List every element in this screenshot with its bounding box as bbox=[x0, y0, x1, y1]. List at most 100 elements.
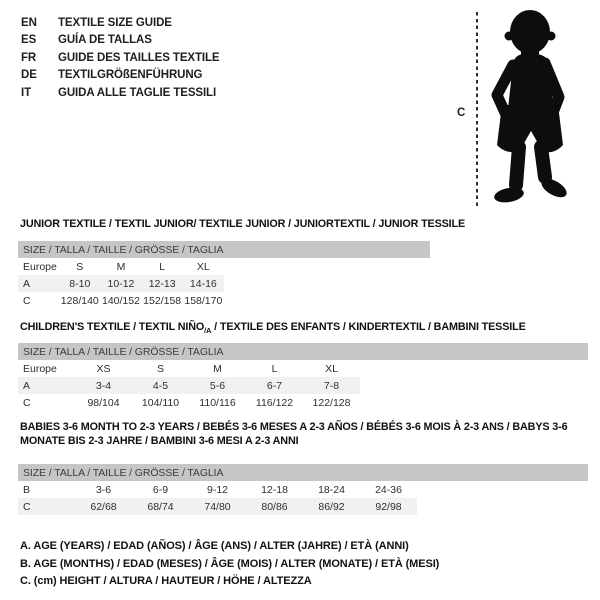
size-value-cell: 5-6 bbox=[209, 379, 226, 392]
table-row: C 128/140 140/152 152/158 158/170 bbox=[18, 292, 430, 309]
language-guide-list: EN TEXTILE SIZE GUIDE ES GUÍA DE TALLAS … bbox=[21, 15, 220, 102]
size-value-cell: 140/152 bbox=[101, 294, 140, 307]
row-label: C bbox=[23, 294, 31, 307]
size-header-row: SIZE / TALLA / TAILLE / GRÖSSE / TAGLIA bbox=[18, 343, 588, 360]
language-row-en: EN TEXTILE SIZE GUIDE bbox=[21, 15, 220, 32]
footnote-a: A. AGE (YEARS) / EDAD (AÑOS) / ÂGE (ANS)… bbox=[20, 540, 409, 552]
title-subscript: /A bbox=[204, 326, 212, 336]
row-label: Europe bbox=[23, 260, 57, 273]
toddler-silhouette-icon bbox=[491, 10, 567, 203]
language-label: GUIDA ALLE TAGLIE TESSILI bbox=[58, 86, 217, 99]
table-row: Europe S M L XL bbox=[18, 258, 430, 275]
size-header-bar: SIZE / TALLA / TAILLE / GRÖSSE / TAGLIA bbox=[18, 343, 588, 360]
language-code: EN bbox=[21, 17, 37, 29]
table-row: C 62/68 68/74 74/80 80/86 86/92 92/98 bbox=[18, 498, 588, 515]
size-value-cell: 3-6 bbox=[95, 483, 112, 496]
size-value-cell: 10-12 bbox=[107, 277, 135, 290]
footnote-b: B. AGE (MONTHS) / EDAD (MESES) / ÂGE (MO… bbox=[20, 557, 440, 570]
table-row: B 3-6 6-9 9-12 12-18 18-24 24-36 bbox=[18, 481, 588, 498]
size-value-cell: 9-12 bbox=[206, 483, 228, 496]
children-size-table: SIZE / TALLA / TAILLE / GRÖSSE / TAGLIA … bbox=[18, 343, 588, 411]
size-header-bar: SIZE / TALLA / TAILLE / GRÖSSE / TAGLIA bbox=[18, 464, 588, 481]
size-value-cell: 116/122 bbox=[255, 396, 294, 409]
size-value-cell: 74/80 bbox=[204, 500, 231, 513]
row-label: C bbox=[23, 396, 31, 409]
table-body: B 3-6 6-9 9-12 12-18 18-24 24-36 C 62/68 68/74 74/… bbox=[18, 481, 588, 515]
size-value-cell: 6-9 bbox=[152, 483, 169, 496]
row-label: C bbox=[23, 500, 31, 513]
table-row: Europe XS S M L XL bbox=[18, 360, 588, 377]
size-value-cell: 92/98 bbox=[375, 500, 402, 513]
size-value-cell: 80/86 bbox=[261, 500, 288, 513]
language-row-de: DE TEXTILGRÖßENFÜHRUNG bbox=[21, 67, 220, 84]
table-head: SIZE / TALLA / TAILLE / GRÖSSE / TAGLIA bbox=[18, 343, 588, 360]
language-label: GUÍA DE TALLAS bbox=[58, 34, 152, 47]
table-row: C 98/104 104/110 110/116 116/122 122/128 bbox=[18, 394, 588, 411]
size-value-cell: S bbox=[156, 362, 164, 375]
height-dashed-line bbox=[476, 12, 478, 206]
junior-table-title: JUNIOR TEXTILE / TEXTIL JUNIOR/ TEXTILE … bbox=[20, 218, 576, 235]
size-value-cell: 12-13 bbox=[148, 277, 176, 290]
size-value-cell: XS bbox=[96, 362, 111, 375]
size-value-cell: XL bbox=[196, 260, 210, 273]
size-value-cell: L bbox=[159, 260, 166, 273]
table-head: SIZE / TALLA / TAILLE / GRÖSSE / TAGLIA bbox=[18, 464, 588, 481]
table-row: A 3-4 4-5 5-6 6-7 7-8 bbox=[18, 377, 588, 394]
size-value-cell: L bbox=[271, 362, 278, 375]
footnote-c: C. (cm) HEIGHT / ALTURA / HAUTEUR / HÖHE… bbox=[20, 575, 312, 588]
table-head: SIZE / TALLA / TAILLE / GRÖSSE / TAGLIA bbox=[18, 241, 430, 258]
size-header-row: SIZE / TALLA / TAILLE / GRÖSSE / TAGLIA bbox=[18, 464, 588, 481]
row-label: Europe bbox=[23, 362, 57, 375]
table-body: Europe XS S M L XL A 3-4 4-5 5-6 6-7 7-8 C 98/104 104/… bbox=[18, 360, 588, 411]
height-marker-label: C bbox=[457, 107, 466, 119]
size-value-cell: 7-8 bbox=[323, 379, 340, 392]
babies-size-table: SIZE / TALLA / TAILLE / GRÖSSE / TAGLIA … bbox=[18, 464, 588, 515]
language-label: TEXTILE SIZE GUIDE bbox=[58, 17, 172, 29]
size-header-bar: SIZE / TALLA / TAILLE / GRÖSSE / TAGLIA bbox=[18, 241, 430, 258]
size-value-cell: 122/128 bbox=[312, 396, 351, 409]
size-value-cell: 152/158 bbox=[143, 294, 182, 307]
size-value-cell: 14-16 bbox=[189, 277, 217, 290]
size-value-cell: 128/140 bbox=[60, 294, 99, 307]
language-row-fr: FR GUIDE DES TAILLES TEXTILE bbox=[21, 50, 220, 67]
table-body: Europe S M L XL A 8-10 10-12 12-13 14-16 C 128/140 1… bbox=[18, 258, 430, 309]
size-value-cell: 110/116 bbox=[199, 396, 236, 409]
language-code: IT bbox=[21, 86, 32, 99]
language-label: GUIDE DES TAILLES TEXTILE bbox=[58, 51, 220, 64]
language-code: DE bbox=[21, 69, 37, 82]
language-row-it: IT GUIDA ALLE TAGLIE TESSILI bbox=[21, 85, 220, 102]
title-text: CHILDREN'S TEXTILE / TEXTIL NIÑO bbox=[20, 321, 205, 333]
size-value-cell: 98/104 bbox=[87, 396, 120, 409]
table-row: A 8-10 10-12 12-13 14-16 bbox=[18, 275, 430, 292]
language-code: FR bbox=[21, 51, 37, 64]
size-value-cell: 158/170 bbox=[184, 294, 223, 307]
title-text: BABIES 3-6 MONTH TO 2-3 YEARS / BEBÉS 3-… bbox=[20, 421, 568, 447]
footnotes: A. AGE (YEARS) / EDAD (AÑOS) / ÂGE (ANS)… bbox=[20, 538, 439, 591]
title-text: / TEXTILE DES ENFANTS / KINDERTEXTIL / B… bbox=[211, 321, 526, 333]
language-label: TEXTILGRÖßENFÜHRUNG bbox=[58, 69, 203, 82]
size-value-cell: 4-5 bbox=[152, 379, 169, 392]
language-row-es: ES GUÍA DE TALLAS bbox=[21, 32, 220, 49]
size-value-cell: 18-24 bbox=[318, 483, 345, 496]
row-label: B bbox=[23, 483, 31, 496]
junior-size-table: SIZE / TALLA / TAILLE / GRÖSSE / TAGLIA … bbox=[18, 241, 430, 309]
size-value-cell: M bbox=[116, 260, 126, 273]
size-value-cell: 68/74 bbox=[147, 500, 174, 513]
size-value-cell: 86/92 bbox=[318, 500, 345, 513]
size-value-cell: 3-4 bbox=[95, 379, 112, 392]
size-header-row: SIZE / TALLA / TAILLE / GRÖSSE / TAGLIA bbox=[18, 241, 430, 258]
row-label: A bbox=[23, 277, 31, 290]
language-code: ES bbox=[21, 34, 37, 47]
size-value-cell: XL bbox=[325, 362, 338, 375]
size-value-cell: 62/68 bbox=[90, 500, 117, 513]
size-value-cell: S bbox=[76, 260, 84, 273]
children-table-title: CHILDREN'S TEXTILE / TEXTIL NIÑO/A / TEX… bbox=[20, 321, 576, 338]
size-value-cell: 12-18 bbox=[261, 483, 288, 496]
size-value-cell: 6-7 bbox=[266, 379, 283, 392]
size-value-cell: M bbox=[213, 362, 222, 375]
size-value-cell: 104/110 bbox=[141, 396, 180, 409]
title-text: JUNIOR TEXTILE / TEXTIL JUNIOR/ TEXTILE … bbox=[20, 218, 466, 230]
row-label: A bbox=[23, 379, 31, 392]
size-value-cell: 24-36 bbox=[375, 483, 402, 496]
